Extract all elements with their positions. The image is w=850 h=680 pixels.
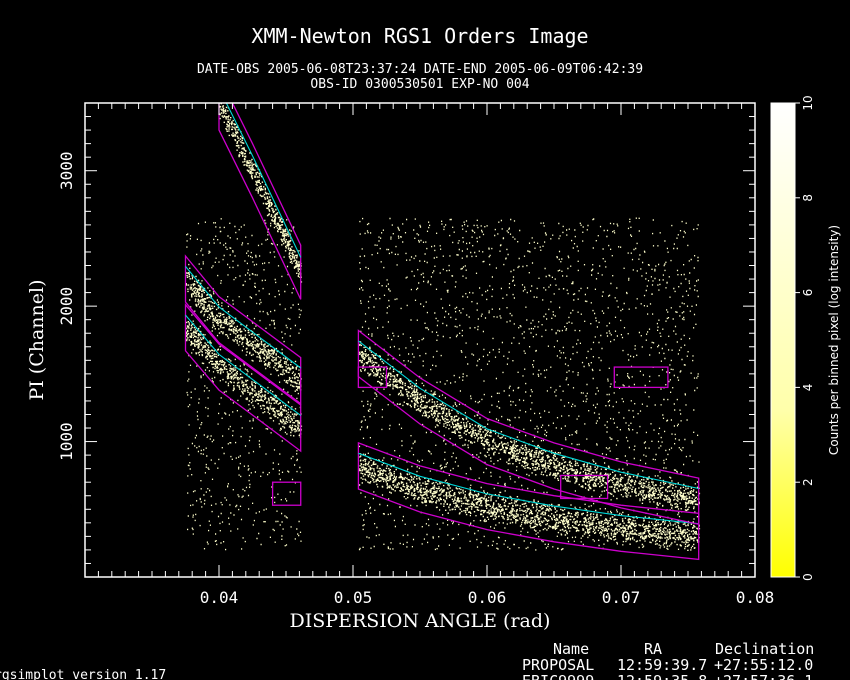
colorbar-label: Counts per binned pixel (log intensity) bbox=[827, 225, 841, 455]
colorbar-tick-label: 0 bbox=[801, 573, 815, 581]
x-tick-label: 0.04 bbox=[200, 588, 239, 607]
x-tick-label: 0.06 bbox=[468, 588, 507, 607]
colorbar bbox=[770, 102, 796, 578]
chart-subtitle-obsid: OBS-ID 0300530501 EXP-NO 004 bbox=[310, 77, 529, 92]
table-header-ra: RA bbox=[644, 640, 662, 658]
order-1-outer bbox=[184, 303, 302, 453]
x-axis-label: DISPERSION ANGLE (rad) bbox=[290, 610, 551, 632]
colorbar-tick-label: 2 bbox=[801, 478, 815, 486]
source-name-proposal: PROPOSAL bbox=[522, 656, 594, 674]
y-axis-label: PI (Channel) bbox=[26, 279, 48, 400]
version-label: rgsimplot version 1.17 bbox=[0, 668, 166, 680]
colorbar-tick-label: 8 bbox=[801, 194, 815, 202]
x-axis: 0.04 0.05 0.06 0.07 0.08 bbox=[97, 103, 775, 607]
colorbar-ticks: 0 2 4 6 8 10 bbox=[795, 95, 815, 581]
x-tick-label: 0.05 bbox=[334, 588, 373, 607]
colorbar-tick-label: 4 bbox=[801, 384, 815, 392]
x-tick-label: 0.07 bbox=[602, 588, 641, 607]
colorbar-tick-label: 10 bbox=[801, 95, 815, 110]
table-header-dec: Declination bbox=[715, 640, 814, 658]
exclusion-region bbox=[357, 366, 388, 389]
order-1-outer bbox=[357, 441, 700, 561]
order-2-inner bbox=[358, 340, 699, 490]
exclusion-region bbox=[613, 366, 669, 389]
order-2-outer bbox=[184, 254, 302, 405]
event-scatter bbox=[185, 103, 701, 551]
order-1-inner bbox=[185, 314, 302, 416]
source-name-ebic: EBIC9999 bbox=[522, 672, 594, 680]
y-tick-label: 3000 bbox=[57, 151, 76, 190]
x-tick-label: 0.08 bbox=[736, 588, 775, 607]
y-tick-label: 1000 bbox=[57, 422, 76, 461]
colorbar-tick-label: 6 bbox=[801, 289, 815, 297]
source-ra-proposal: 12:59:39.7 bbox=[617, 656, 707, 674]
y-axis: 1000 2000 3000 bbox=[57, 102, 755, 564]
exclusion-region bbox=[560, 474, 609, 500]
order-2-inner bbox=[185, 266, 302, 369]
order-3-outer bbox=[218, 103, 302, 300]
event-points bbox=[185, 103, 701, 551]
order-3-inner bbox=[225, 103, 302, 258]
source-dec-proposal: +27:55:12.0 bbox=[714, 656, 813, 674]
chart-subtitle-dates: DATE-OBS 2005-06-08T23:37:24 DATE-END 20… bbox=[197, 62, 643, 77]
chart-title: XMM-Newton RGS1 Orders Image bbox=[251, 24, 588, 48]
y-tick-label: 2000 bbox=[57, 287, 76, 326]
order-2-outer bbox=[357, 329, 700, 526]
exclusion-region bbox=[271, 481, 302, 506]
extraction-regions bbox=[184, 103, 700, 561]
source-dec-ebic: +27:57:36.1 bbox=[714, 672, 813, 680]
table-header-name: Name bbox=[553, 640, 589, 658]
order-1-inner bbox=[358, 452, 699, 525]
source-ra-ebic: 12:59:35.8 bbox=[617, 672, 707, 680]
